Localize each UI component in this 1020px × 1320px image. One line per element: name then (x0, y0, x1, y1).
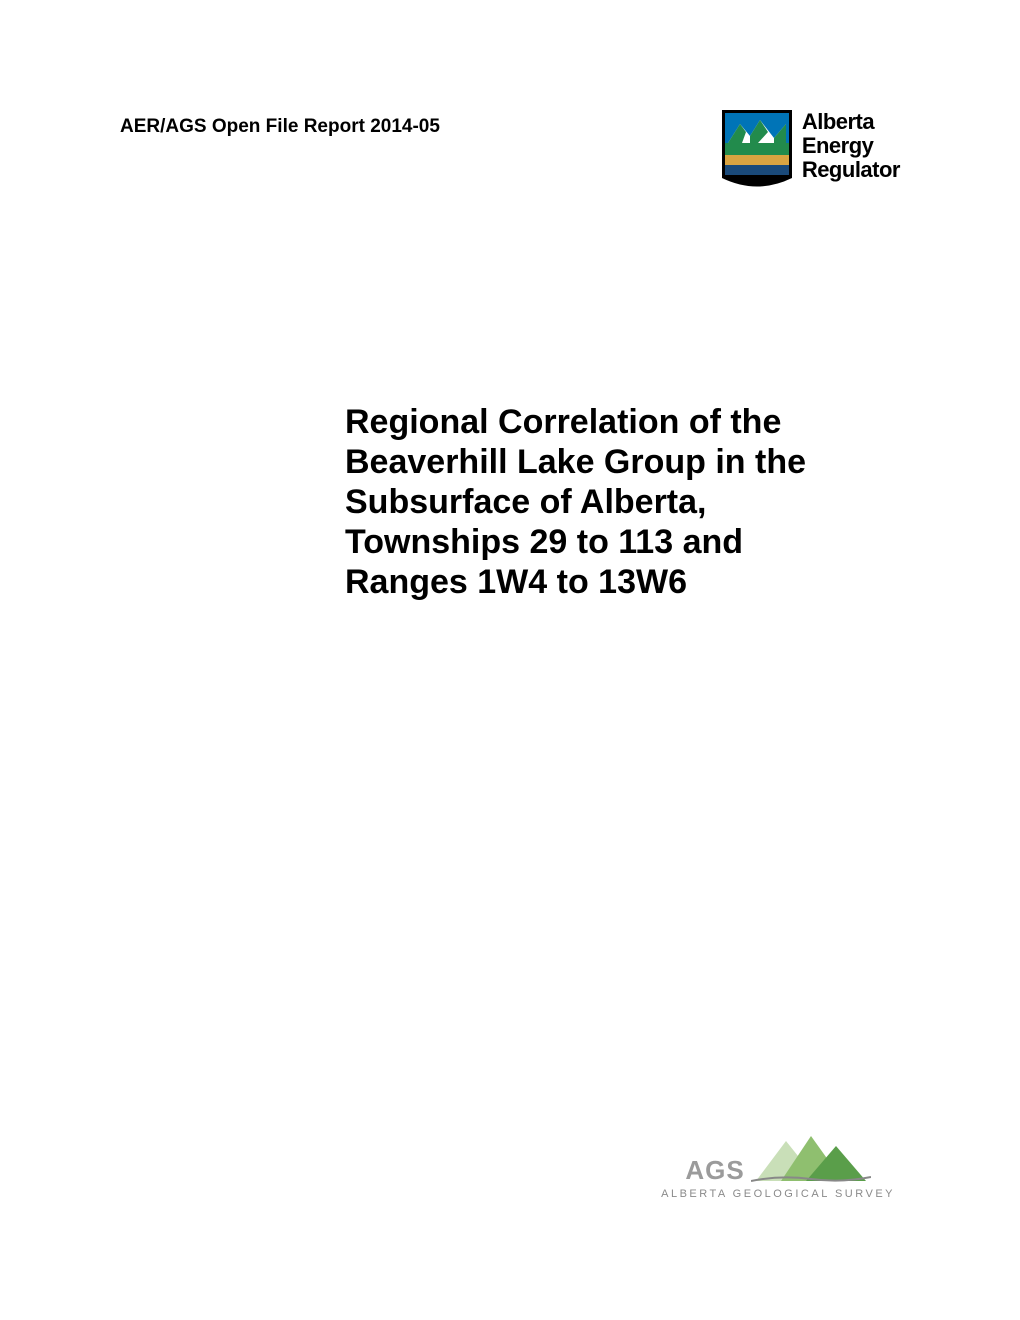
ags-mountains-icon (751, 1131, 871, 1186)
header-row: AER/AGS Open File Report 2014-05 Alberta… (120, 110, 900, 192)
main-title: Regional Correlation of the Beaverhill L… (345, 402, 865, 603)
ags-logo: AGS ALBERTA GEOLOGICAL SURVEY (661, 1131, 895, 1200)
title-block: Regional Correlation of the Beaverhill L… (345, 402, 865, 603)
document-page: AER/AGS Open File Report 2014-05 Alberta… (0, 0, 1020, 1320)
aer-logo: Alberta Energy Regulator (722, 110, 900, 192)
ags-mark: AGS (685, 1131, 870, 1186)
aer-line1: Alberta (802, 110, 900, 134)
aer-line3: Regulator (802, 158, 900, 182)
report-id: AER/AGS Open File Report 2014-05 (120, 110, 440, 138)
ags-subtitle: ALBERTA GEOLOGICAL SURVEY (661, 1188, 895, 1200)
aer-logo-text: Alberta Energy Regulator (802, 110, 900, 183)
aer-line2: Energy (802, 134, 900, 158)
aer-shield-icon (722, 110, 792, 192)
ags-letters: AGS (685, 1155, 744, 1186)
